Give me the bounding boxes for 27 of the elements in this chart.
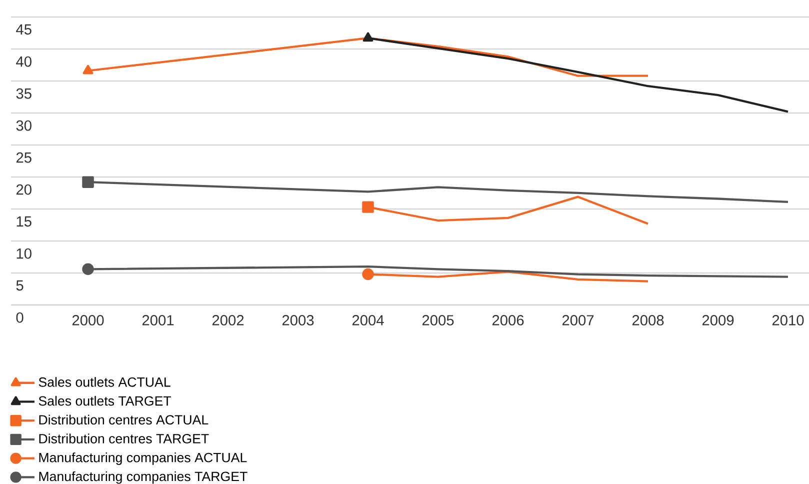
x-tick-label: 2007 xyxy=(562,315,594,326)
legend-label: Distribution centres TARGET xyxy=(39,434,209,444)
legend-label: Manufacturing companies ACTUAL xyxy=(39,452,247,465)
y-tick-label: 5 xyxy=(16,280,24,291)
x-tick-label: 2004 xyxy=(352,315,384,326)
x-tick-label: 2000 xyxy=(72,315,104,326)
y-tick-label: 25 xyxy=(16,152,32,163)
legend-label: Sales outlets TARGET xyxy=(38,396,172,406)
x-tick-label: 2001 xyxy=(142,315,174,326)
y-tick-label: 0 xyxy=(16,312,24,323)
y-tick-label: 40 xyxy=(16,56,32,67)
legend-label: Manufacturing companies TARGET xyxy=(39,471,248,484)
y-tick-label: 30 xyxy=(16,120,32,131)
x-tick-label: 2009 xyxy=(702,315,734,326)
x-tick-label: 2006 xyxy=(492,315,524,326)
y-tick-label: 15 xyxy=(16,216,32,227)
y-tick-label: 45 xyxy=(16,24,32,35)
y-tick-label: 35 xyxy=(16,88,32,99)
y-tick-label: 20 xyxy=(16,184,32,195)
x-tick-label: 2003 xyxy=(282,315,314,326)
x-tick-label: 2010 xyxy=(772,315,804,326)
legend-label: Sales outlets ACTUAL xyxy=(38,377,170,387)
legend-label: Distribution centres ACTUAL xyxy=(39,414,208,425)
x-tick-label: 2005 xyxy=(422,315,454,326)
x-tick-label: 2002 xyxy=(212,315,244,326)
y-tick-label: 10 xyxy=(16,248,32,259)
x-tick-label: 2008 xyxy=(632,315,664,326)
